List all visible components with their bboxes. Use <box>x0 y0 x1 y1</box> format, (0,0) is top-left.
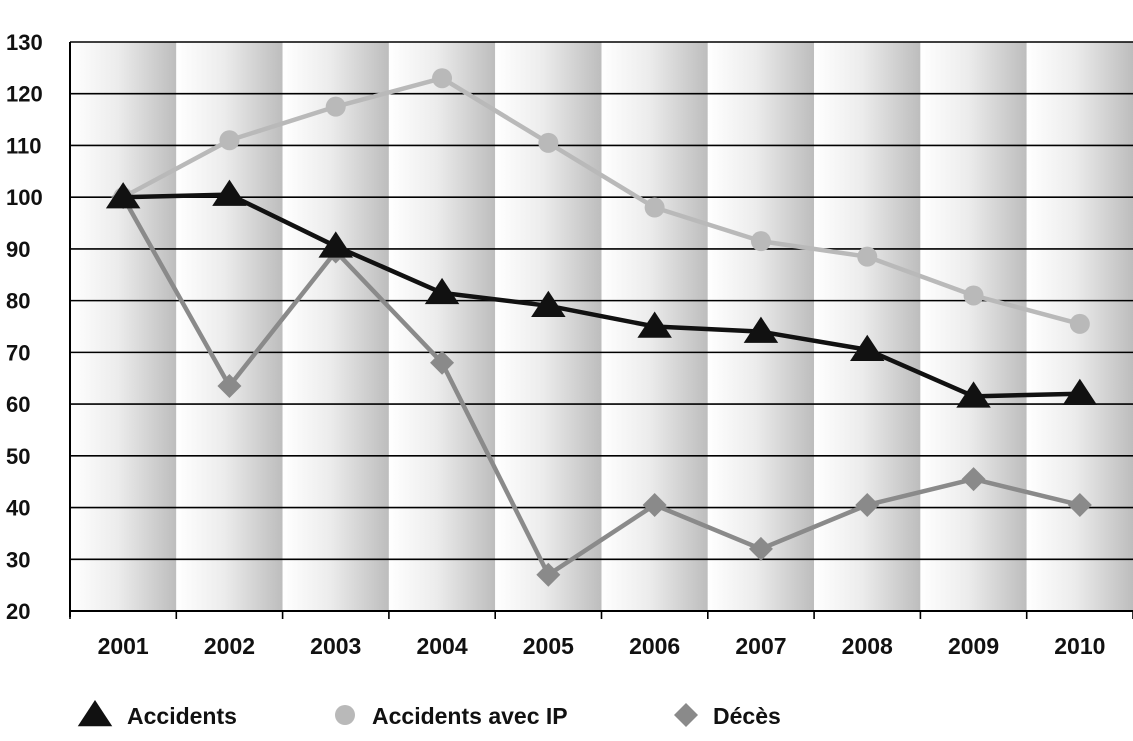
column-band <box>70 42 177 611</box>
data-point <box>1062 378 1098 405</box>
data-point <box>1069 313 1090 334</box>
data-point <box>750 231 771 252</box>
data-point <box>432 68 453 89</box>
data-point <box>105 182 141 209</box>
legend: Accidents Accidents avec IP Décès <box>77 700 781 729</box>
data-point <box>642 492 667 517</box>
data-point <box>1067 492 1092 517</box>
y-tick-label: 60 <box>6 392 30 417</box>
x-tick-label: 2006 <box>629 633 680 659</box>
data-point <box>531 290 566 318</box>
series-group <box>105 68 1098 587</box>
data-point <box>743 316 779 343</box>
data-point <box>217 373 242 398</box>
x-tick-label: 2004 <box>416 633 467 659</box>
data-point <box>644 197 665 218</box>
data-point <box>318 231 353 258</box>
axes <box>69 42 1133 619</box>
x-tick-label: 2002 <box>204 633 255 659</box>
x-tick-labels: 2001 2002 2003 2004 2005 2006 2007 2008 2009 2010 <box>98 633 1106 659</box>
column-bands <box>70 42 1133 611</box>
data-point <box>219 130 240 151</box>
data-point <box>748 536 773 561</box>
x-tick-label: 2007 <box>735 633 786 659</box>
legend-marker <box>335 705 355 725</box>
data-point <box>325 96 346 117</box>
x-tick-label: 2009 <box>948 633 999 659</box>
data-point <box>963 285 984 306</box>
y-tick-label: 100 <box>6 185 43 210</box>
data-point <box>961 467 986 492</box>
legend-label: Accidents avec IP <box>372 703 568 729</box>
y-tick-label: 80 <box>6 289 30 314</box>
column-band <box>495 42 602 611</box>
y-tick-label: 70 <box>6 340 30 365</box>
data-point <box>637 311 672 338</box>
x-tick-label: 2010 <box>1054 633 1105 659</box>
x-tick-label: 2001 <box>98 633 149 659</box>
x-tick-label: 2003 <box>310 633 361 659</box>
y-tick-label: 130 <box>6 30 43 55</box>
series-line <box>122 75 1081 327</box>
legend-marker <box>674 703 698 727</box>
data-point <box>855 492 880 517</box>
x-tick-label: 2008 <box>842 633 893 659</box>
column-band <box>920 42 1027 611</box>
y-tick-label: 50 <box>6 444 30 469</box>
x-tick-label: 2005 <box>523 633 574 659</box>
data-point <box>212 179 247 206</box>
data-point <box>857 246 878 267</box>
gridlines <box>70 41 1133 612</box>
y-tick-label: 90 <box>6 237 30 262</box>
column-band <box>814 42 921 611</box>
data-point <box>424 277 460 305</box>
data-point <box>850 334 885 362</box>
series-line <box>123 192 1080 399</box>
data-point <box>956 381 991 408</box>
data-point <box>536 562 561 587</box>
y-tick-label: 30 <box>6 547 30 572</box>
y-tick-label: 110 <box>6 133 42 158</box>
column-band <box>282 42 389 611</box>
y-tick-label: 20 <box>6 599 30 624</box>
legend-label: Accidents <box>127 703 237 729</box>
y-tick-label: 40 <box>6 496 30 521</box>
data-point <box>430 350 455 375</box>
legend-label: Décès <box>713 703 781 729</box>
y-tick-label: 120 <box>6 82 43 107</box>
data-point <box>538 132 559 153</box>
series-line <box>121 196 1081 578</box>
legend-marker <box>77 700 113 727</box>
y-tick-labels: 20 30 40 50 60 70 80 90 100 110 120 130 <box>6 30 43 624</box>
